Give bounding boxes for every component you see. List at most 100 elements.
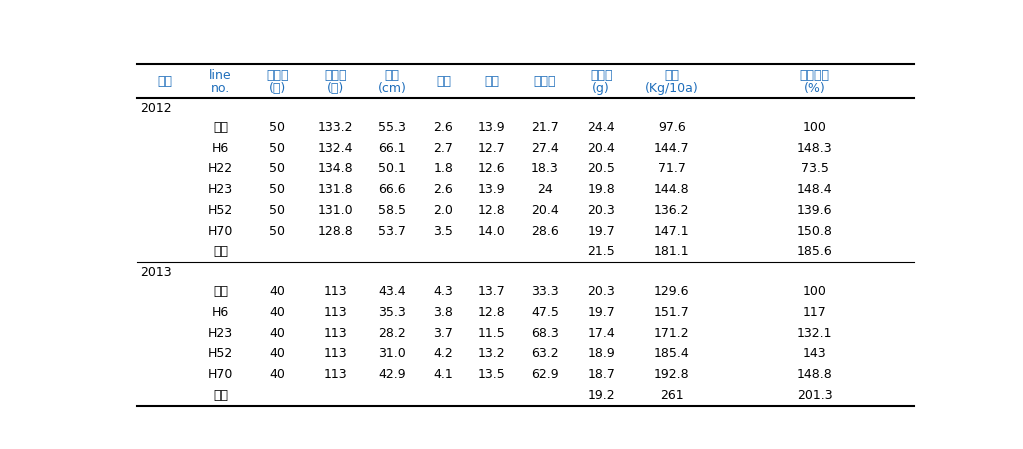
Text: 73.5: 73.5 bbox=[801, 163, 829, 176]
Text: 63.2: 63.2 bbox=[531, 348, 559, 361]
Text: H6: H6 bbox=[212, 142, 229, 154]
Text: 성숙기: 성숙기 bbox=[324, 69, 347, 82]
Text: 201.3: 201.3 bbox=[797, 389, 833, 402]
Text: 20.4: 20.4 bbox=[587, 142, 615, 154]
Text: 13.9: 13.9 bbox=[478, 183, 505, 196]
Text: 58.5: 58.5 bbox=[377, 204, 406, 217]
Text: 131.8: 131.8 bbox=[317, 183, 353, 196]
Text: 2.6: 2.6 bbox=[434, 121, 453, 134]
Text: 144.8: 144.8 bbox=[654, 183, 690, 196]
Text: 18.9: 18.9 bbox=[587, 348, 615, 361]
Text: 4.3: 4.3 bbox=[434, 285, 453, 298]
Text: 3.8: 3.8 bbox=[434, 306, 453, 319]
Text: 수량: 수량 bbox=[664, 69, 679, 82]
Text: 13.7: 13.7 bbox=[478, 285, 505, 298]
Text: (%): (%) bbox=[804, 82, 826, 95]
Text: 꼬투리: 꼬투리 bbox=[534, 75, 557, 88]
Text: 113: 113 bbox=[323, 285, 347, 298]
Text: 62.9: 62.9 bbox=[531, 368, 559, 381]
Text: 1.8: 1.8 bbox=[434, 163, 453, 176]
Text: 171.2: 171.2 bbox=[654, 326, 690, 339]
Text: 144.7: 144.7 bbox=[654, 142, 690, 154]
Text: H52: H52 bbox=[208, 348, 233, 361]
Text: 148.3: 148.3 bbox=[797, 142, 833, 154]
Text: 40: 40 bbox=[269, 326, 285, 339]
Text: 261: 261 bbox=[660, 389, 683, 402]
Text: 3.7: 3.7 bbox=[434, 326, 453, 339]
Text: 황금: 황금 bbox=[213, 121, 228, 134]
Text: 2012: 2012 bbox=[140, 102, 172, 115]
Text: H70: H70 bbox=[208, 368, 233, 381]
Text: 33.3: 33.3 bbox=[531, 285, 559, 298]
Text: 19.8: 19.8 bbox=[587, 183, 615, 196]
Text: 20.3: 20.3 bbox=[587, 285, 615, 298]
Text: 42.9: 42.9 bbox=[379, 368, 406, 381]
Text: 18.3: 18.3 bbox=[531, 163, 559, 176]
Text: 13.5: 13.5 bbox=[478, 368, 505, 381]
Text: 131.0: 131.0 bbox=[317, 204, 353, 217]
Text: 2013: 2013 bbox=[140, 266, 172, 279]
Text: 148.4: 148.4 bbox=[797, 183, 833, 196]
Text: no.: no. bbox=[211, 82, 230, 95]
Text: 12.7: 12.7 bbox=[478, 142, 505, 154]
Text: 11.5: 11.5 bbox=[478, 326, 505, 339]
Text: 71.7: 71.7 bbox=[658, 163, 685, 176]
Text: 2.7: 2.7 bbox=[434, 142, 453, 154]
Text: 66.1: 66.1 bbox=[379, 142, 406, 154]
Text: 4.1: 4.1 bbox=[434, 368, 453, 381]
Text: 100: 100 bbox=[802, 121, 827, 134]
Text: 143: 143 bbox=[803, 348, 827, 361]
Text: (일): (일) bbox=[326, 82, 344, 95]
Text: line: line bbox=[210, 69, 232, 82]
Text: 50: 50 bbox=[269, 204, 285, 217]
Text: 24: 24 bbox=[537, 183, 552, 196]
Text: 113: 113 bbox=[323, 326, 347, 339]
Text: 31.0: 31.0 bbox=[379, 348, 406, 361]
Text: 28.2: 28.2 bbox=[379, 326, 406, 339]
Text: 150.8: 150.8 bbox=[797, 224, 833, 238]
Text: 황금: 황금 bbox=[213, 285, 228, 298]
Text: (cm): (cm) bbox=[377, 82, 406, 95]
Text: H52: H52 bbox=[208, 204, 233, 217]
Text: 47.5: 47.5 bbox=[531, 306, 559, 319]
Text: 50: 50 bbox=[269, 163, 285, 176]
Text: 3.5: 3.5 bbox=[434, 224, 453, 238]
Text: 12.6: 12.6 bbox=[478, 163, 505, 176]
Text: 14.0: 14.0 bbox=[478, 224, 505, 238]
Text: 20.5: 20.5 bbox=[587, 163, 615, 176]
Text: 13.2: 13.2 bbox=[478, 348, 505, 361]
Text: H23: H23 bbox=[208, 183, 233, 196]
Text: H23: H23 bbox=[208, 326, 233, 339]
Text: 40: 40 bbox=[269, 348, 285, 361]
Text: (Kg/10a): (Kg/10a) bbox=[644, 82, 699, 95]
Text: 133.2: 133.2 bbox=[317, 121, 353, 134]
Text: 40: 40 bbox=[269, 306, 285, 319]
Text: 35.3: 35.3 bbox=[379, 306, 406, 319]
Text: 대원: 대원 bbox=[213, 246, 228, 258]
Text: 117: 117 bbox=[803, 306, 827, 319]
Text: 년도: 년도 bbox=[158, 75, 173, 88]
Text: 50: 50 bbox=[269, 224, 285, 238]
Text: 28.6: 28.6 bbox=[531, 224, 559, 238]
Text: 수량지수: 수량지수 bbox=[799, 69, 830, 82]
Text: 100: 100 bbox=[802, 285, 827, 298]
Text: 20.3: 20.3 bbox=[587, 204, 615, 217]
Text: 21.5: 21.5 bbox=[587, 246, 615, 258]
Text: 50: 50 bbox=[269, 121, 285, 134]
Text: 148.8: 148.8 bbox=[797, 368, 833, 381]
Text: 백립중: 백립중 bbox=[590, 69, 613, 82]
Text: 19.7: 19.7 bbox=[587, 306, 615, 319]
Text: H6: H6 bbox=[212, 306, 229, 319]
Text: 초장: 초장 bbox=[385, 69, 399, 82]
Text: 97.6: 97.6 bbox=[658, 121, 685, 134]
Text: 19.7: 19.7 bbox=[587, 224, 615, 238]
Text: 20.4: 20.4 bbox=[531, 204, 559, 217]
Text: 12.8: 12.8 bbox=[478, 306, 505, 319]
Text: 40: 40 bbox=[269, 285, 285, 298]
Text: 181.1: 181.1 bbox=[654, 246, 690, 258]
Text: 40: 40 bbox=[269, 368, 285, 381]
Text: H22: H22 bbox=[208, 163, 233, 176]
Text: 147.1: 147.1 bbox=[654, 224, 690, 238]
Text: 43.4: 43.4 bbox=[379, 285, 406, 298]
Text: 4.2: 4.2 bbox=[434, 348, 453, 361]
